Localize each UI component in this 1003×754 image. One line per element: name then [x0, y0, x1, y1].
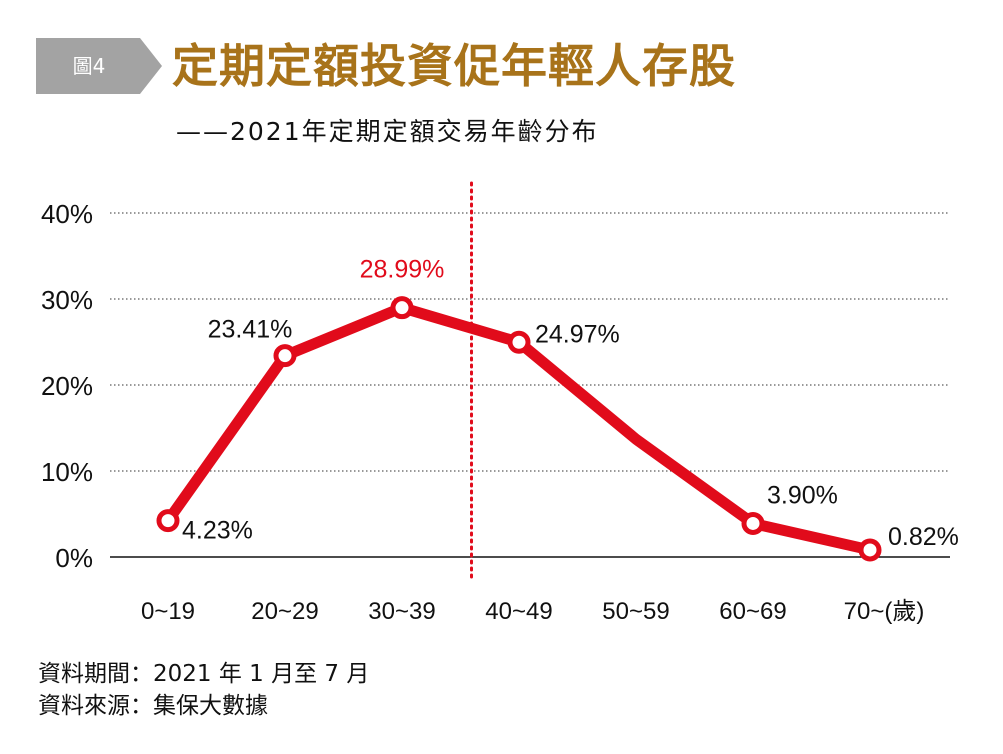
data-point	[156, 509, 180, 533]
y-tick-label: 40%	[41, 199, 93, 229]
data-point	[741, 511, 765, 535]
data-label: 4.23%	[182, 517, 253, 545]
data-point	[390, 296, 414, 320]
x-tick-label: 50~59	[602, 598, 669, 625]
data-label: 24.97%	[535, 320, 620, 348]
data-label: 0.82%	[888, 523, 959, 551]
data-point	[273, 344, 297, 368]
figure-badge-shape	[36, 38, 162, 94]
figure-badge-label: 圖4	[72, 54, 106, 78]
x-tick-label: 30~39	[368, 598, 435, 625]
y-tick-label: 20%	[41, 371, 93, 401]
data-point	[858, 538, 882, 562]
data-label: 3.90%	[767, 481, 838, 509]
y-tick-label: 30%	[41, 285, 93, 315]
line-chart: 0% 10% 20% 30% 40% 0~19 20~29 30~39 40~49 50~59 60…	[41, 181, 959, 625]
x-tick-label: 60~69	[719, 598, 786, 625]
data-label: 23.41%	[208, 316, 293, 344]
y-tick-label: 0%	[55, 543, 93, 573]
x-tick-label: 0~19	[141, 598, 195, 625]
data-source-note: 資料來源：集保大數據	[38, 693, 268, 719]
data-point	[507, 330, 531, 354]
footnotes: 資料期間：2021 年 1 月至 7 月 資料來源：集保大數據	[38, 658, 369, 722]
x-tick-label: 20~29	[251, 598, 318, 625]
chart-subtitle: ——2021年定期定額交易年齡分布	[176, 117, 599, 146]
data-period-note: 資料期間：2021 年 1 月至 7 月	[38, 661, 370, 687]
data-label: 28.99%	[360, 256, 445, 284]
y-tick-label: 10%	[41, 457, 93, 487]
x-tick-label: 70~(歲)	[844, 598, 925, 625]
chart-title: 定期定額投資促年輕人存股	[172, 39, 736, 93]
x-tick-label: 40~49	[485, 598, 552, 625]
